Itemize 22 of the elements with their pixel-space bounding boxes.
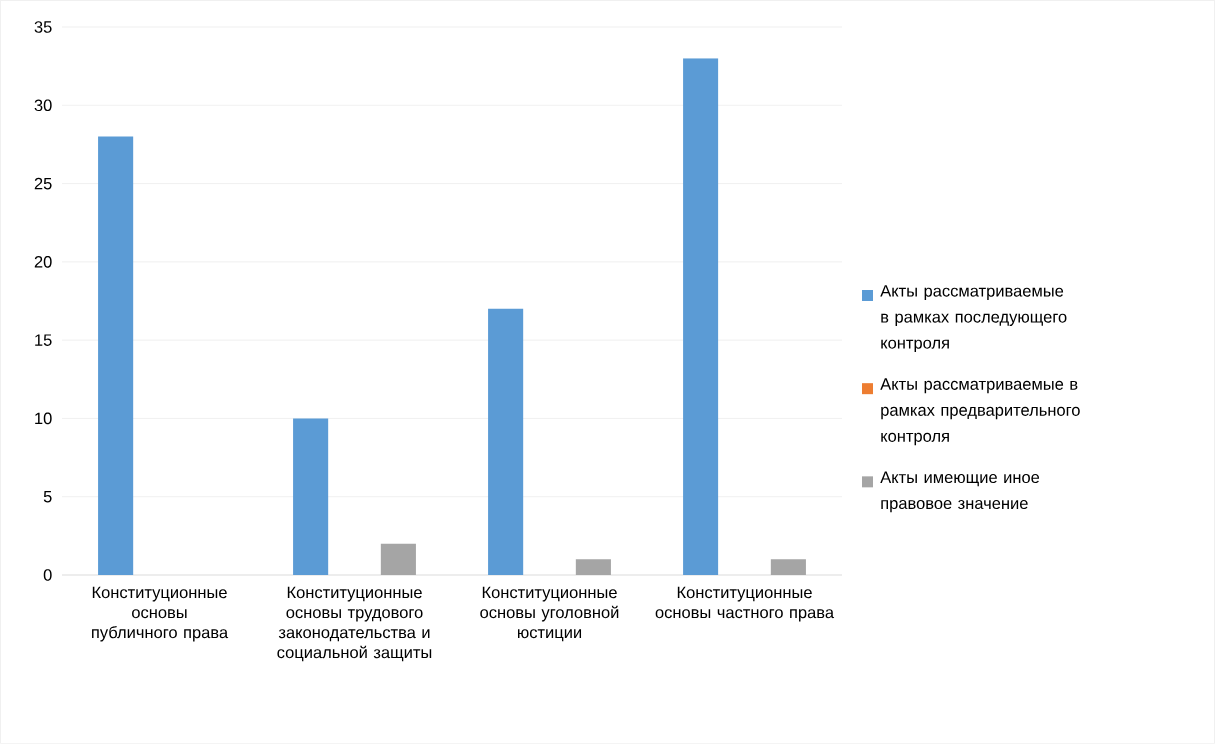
x-tick-label: Конституционные основы публичного права — [92, 586, 229, 642]
x-tick-label: Конституционные основы уголовной юстиции — [480, 586, 619, 642]
legend-label: Акты рассматриваемые в рамках последующего контроля — [880, 285, 1067, 352]
y-tick-label: 5 — [43, 490, 52, 503]
y-tick-label: 20 — [34, 256, 52, 268]
bar — [770, 559, 806, 575]
legend-label: Акты имеющие иное правовое значение — [880, 471, 1040, 513]
y-tick-label: 25 — [34, 177, 52, 190]
y-tick-label: 35 — [34, 21, 52, 33]
bar — [293, 418, 329, 575]
y-tick-label: 15 — [35, 334, 52, 346]
bar — [575, 559, 611, 575]
y-tick-label: 30 — [34, 99, 52, 112]
x-tick-label: Конституционные основы трудового законодательства и социальной защиты — [277, 586, 432, 662]
bar — [380, 543, 416, 575]
bar — [98, 136, 134, 575]
legend-label: Акты рассматриваемые в рамках предварительного контроля — [880, 378, 1080, 446]
y-tick-label: 10 — [35, 412, 52, 425]
x-tick-label: Конституционные основы частного права — [655, 586, 835, 622]
y-tick-label: 0 — [43, 569, 52, 581]
bar — [683, 58, 719, 575]
bar — [488, 308, 524, 575]
